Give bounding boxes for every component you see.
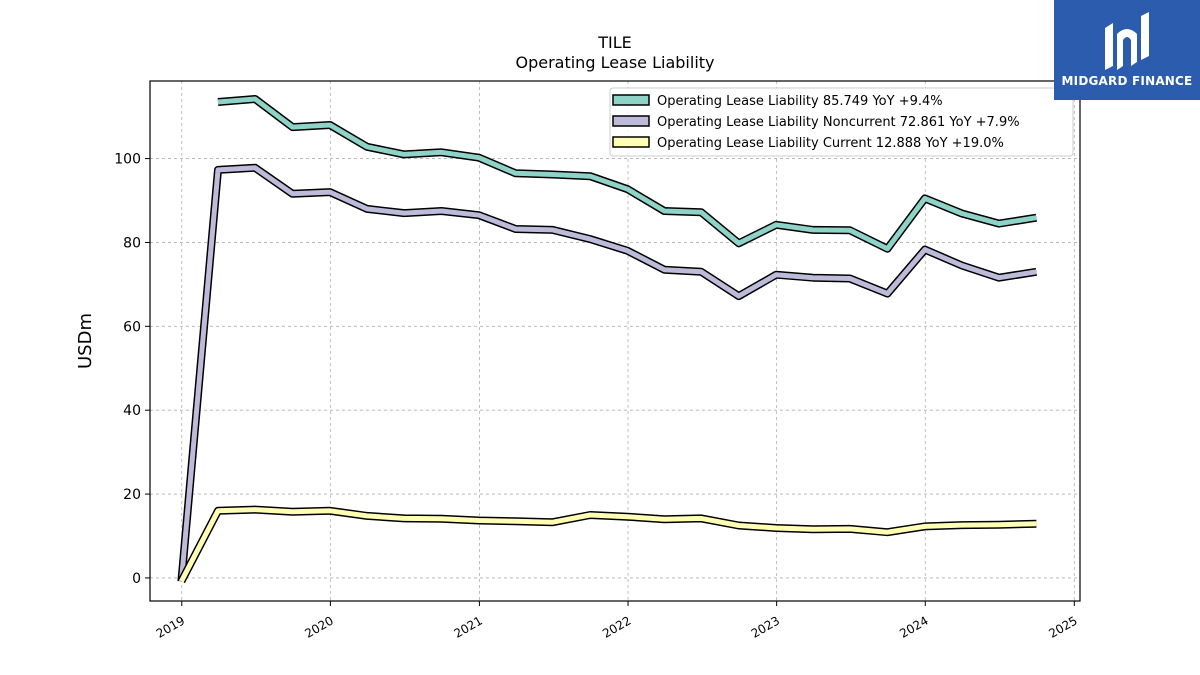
legend-entry: Operating Lease Liability Noncurrent 72.… xyxy=(657,115,1020,130)
series-line-3 xyxy=(179,507,1037,583)
plot-area xyxy=(149,80,1081,602)
y-axis-label: USDm xyxy=(75,313,96,369)
legend-swatch xyxy=(612,94,650,106)
x-tick-label: 2020 xyxy=(302,613,335,640)
legend-swatch xyxy=(612,136,650,148)
x-tick-label: 2021 xyxy=(451,613,484,640)
series-line-2 xyxy=(178,165,1037,582)
x-tick-label: 2023 xyxy=(749,613,782,640)
x-tick-label: 2022 xyxy=(600,613,633,640)
y-tick-label: 100 xyxy=(114,152,141,168)
grid xyxy=(150,81,1080,601)
y-tick-label: 0 xyxy=(132,571,141,587)
y-tick-label: 40 xyxy=(123,403,141,419)
x-axis: 2019 2020 2021 2022 2023 2024 2025 xyxy=(154,601,1080,641)
logo-mark-icon xyxy=(1105,12,1149,70)
legend-entry: Operating Lease Liability Current 12.888… xyxy=(657,136,1004,151)
logo-text: MIDGARD FINANCE xyxy=(1061,74,1193,88)
series-line-outline xyxy=(177,505,1037,584)
series-line-1 xyxy=(217,96,1037,252)
chart-title: TILE xyxy=(597,33,632,52)
y-tick-label: 80 xyxy=(123,235,141,251)
y-axis: 0 20 40 60 80 100 xyxy=(114,152,150,587)
chart-subtitle: Operating Lease Liability xyxy=(515,53,714,72)
legend: Operating Lease Liability 85.749 YoY +9.… xyxy=(609,87,1074,157)
y-tick-label: 20 xyxy=(123,487,141,503)
legend-swatch xyxy=(612,115,650,127)
x-tick-label: 2019 xyxy=(154,613,187,640)
brand-logo: MIDGARD FINANCE xyxy=(1054,0,1200,100)
x-tick-label: 2024 xyxy=(897,613,930,640)
series-layer xyxy=(177,95,1038,584)
y-tick-label: 60 xyxy=(123,319,141,335)
legend-entry: Operating Lease Liability 85.749 YoY +9.… xyxy=(657,94,943,109)
x-tick-label: 2025 xyxy=(1046,613,1079,640)
legend-box xyxy=(609,87,1074,157)
